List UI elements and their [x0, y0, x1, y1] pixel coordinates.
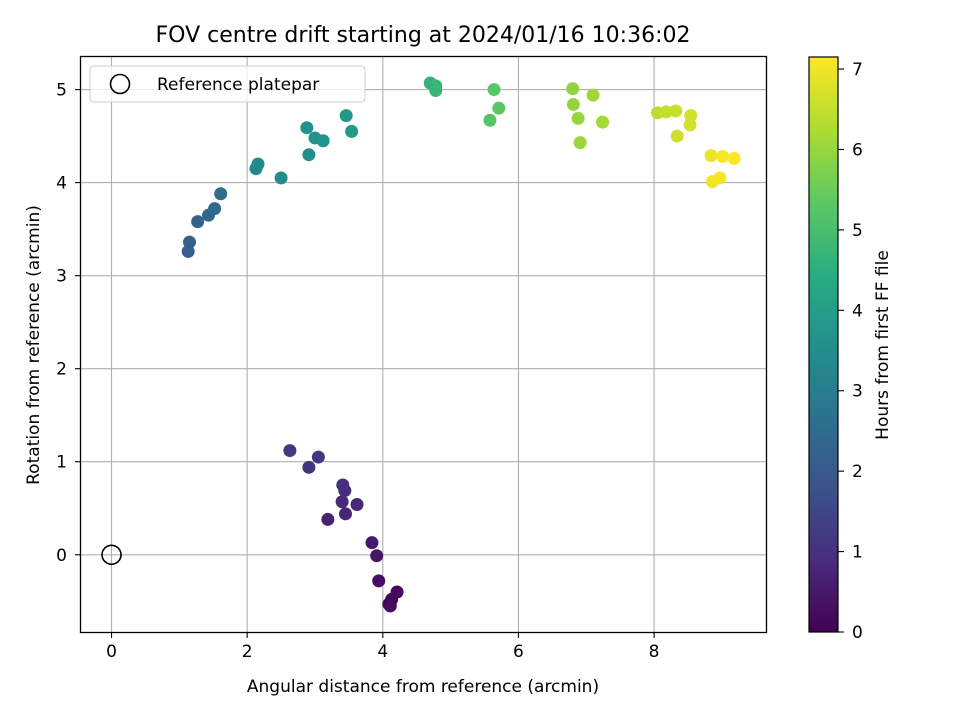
data-point	[683, 118, 697, 132]
data-point	[383, 599, 397, 613]
data-point	[586, 88, 600, 102]
legend-box	[89, 65, 366, 103]
data-point	[283, 444, 297, 458]
data-point	[370, 549, 384, 563]
x-tick-label: 0	[106, 642, 117, 662]
y-axis-ticks: 0 1 2 3 4 5	[56, 81, 81, 566]
x-axis-label: Angular distance from reference (arcmin)	[247, 677, 599, 697]
data-point	[274, 171, 288, 185]
scatter-points	[181, 76, 741, 613]
data-point	[704, 149, 718, 163]
y-tick-label: 1	[56, 453, 67, 473]
data-point	[183, 235, 197, 249]
colorbar-tick-label: 7	[852, 60, 863, 80]
data-point	[311, 450, 325, 464]
data-point	[339, 507, 353, 521]
data-point	[336, 478, 350, 492]
legend-label: Reference platepar	[157, 75, 319, 95]
data-point	[302, 148, 316, 162]
y-axis-label: Rotation from reference (arcmin)	[24, 205, 44, 485]
chart-title: FOV centre drift starting at 2024/01/16 …	[156, 23, 691, 48]
data-point	[716, 150, 730, 164]
legend: Reference platepar	[89, 65, 366, 103]
data-point	[566, 97, 580, 111]
data-point	[492, 101, 506, 115]
data-point	[350, 498, 364, 512]
data-point	[483, 113, 497, 127]
data-point	[335, 495, 349, 509]
colorbar-gradient	[808, 56, 839, 633]
y-tick-label: 0	[56, 546, 67, 566]
data-point	[251, 157, 265, 171]
colorbar-tick-label: 3	[852, 382, 863, 402]
x-axis-ticks: 0 2 4 6 8	[106, 632, 660, 662]
y-tick-label: 2	[56, 360, 67, 380]
x-tick-label: 4	[377, 642, 388, 662]
data-point	[487, 83, 501, 97]
grid-lines	[81, 57, 766, 632]
data-point	[316, 134, 330, 148]
data-point	[300, 121, 314, 135]
data-point	[659, 105, 673, 119]
data-point	[429, 83, 443, 97]
data-point	[713, 171, 727, 185]
data-point	[372, 574, 386, 588]
data-point	[302, 460, 316, 474]
data-point	[684, 109, 698, 123]
data-point	[596, 115, 610, 129]
colorbar-tick-label: 0	[852, 623, 863, 643]
data-point	[670, 129, 684, 143]
colorbar-tick-label: 1	[852, 543, 863, 563]
plot-area-frame	[79, 55, 768, 634]
data-point	[208, 202, 222, 216]
data-point	[390, 585, 404, 599]
data-point	[365, 536, 379, 550]
data-point	[321, 512, 335, 526]
y-tick-label: 3	[56, 267, 67, 287]
data-point	[669, 104, 683, 118]
y-tick-label: 5	[56, 81, 67, 101]
data-point	[345, 124, 359, 138]
data-point	[566, 82, 580, 96]
legend-marker-icon	[109, 73, 131, 95]
data-point	[727, 151, 741, 165]
x-tick-label: 6	[513, 642, 524, 662]
colorbar-tick-label: 5	[852, 221, 863, 241]
colorbar-label: Hours from first FF file	[873, 250, 893, 440]
y-tick-label: 4	[56, 174, 67, 194]
colorbar-tick-label: 6	[852, 140, 863, 160]
colorbar-ticks: 0 1 2 3 4 5 6 7	[838, 60, 863, 643]
data-point	[214, 187, 228, 201]
data-point	[573, 136, 587, 150]
reference-marker	[101, 544, 122, 566]
colorbar: 0 1 2 3 4 5 6 7 Hours from first FF file	[808, 56, 893, 643]
data-point	[191, 215, 205, 229]
x-tick-label: 8	[649, 642, 660, 662]
x-tick-label: 2	[242, 642, 253, 662]
data-point	[339, 109, 353, 123]
data-point	[571, 111, 585, 125]
colorbar-tick-label: 2	[852, 462, 863, 482]
colorbar-tick-label: 4	[852, 301, 863, 321]
